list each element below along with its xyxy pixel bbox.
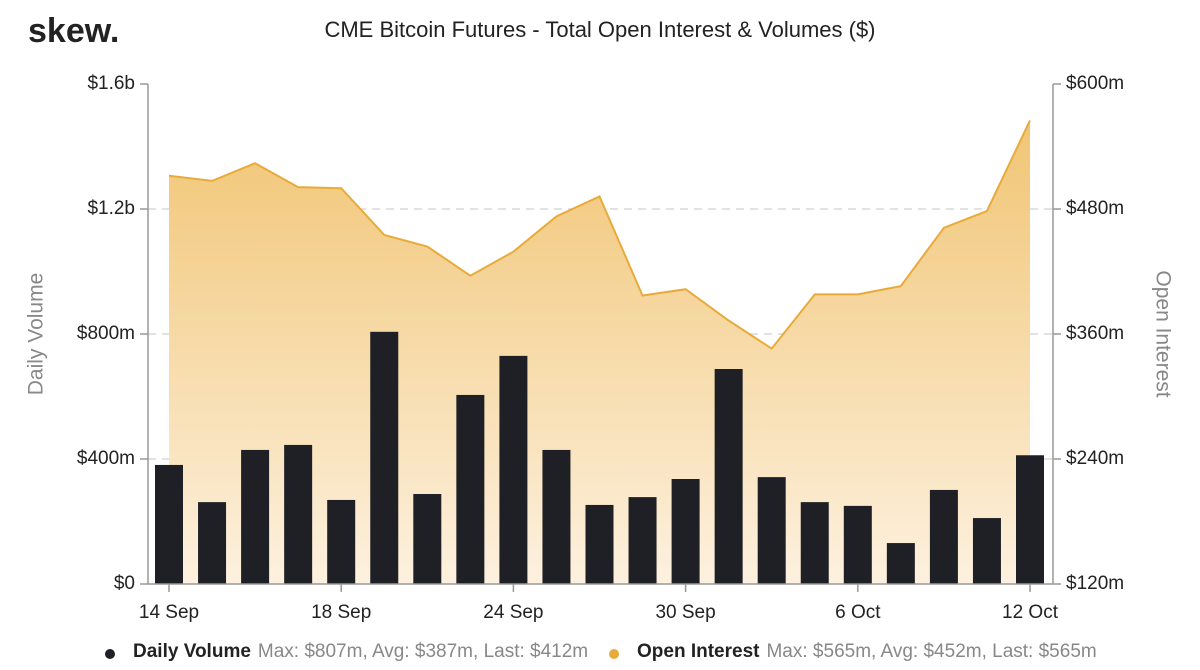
legend-label: Daily Volume <box>133 641 251 662</box>
bar <box>198 502 227 584</box>
legend-marker <box>105 649 115 659</box>
bar <box>413 494 442 584</box>
bar <box>843 505 872 584</box>
x-tick-label: 12 Oct <box>1002 602 1059 623</box>
bar <box>542 449 571 584</box>
bar <box>585 504 614 584</box>
bar <box>886 543 915 584</box>
bar <box>929 489 958 584</box>
bar <box>499 355 528 584</box>
plot: $0 $400m $800m $1.2b $1.6b $120m $240m $360m $48… <box>77 73 1124 623</box>
y-tick-label: $800m <box>77 323 135 344</box>
x-tick-label: 18 Sep <box>311 602 371 623</box>
legend-marker <box>609 649 619 659</box>
bar <box>972 518 1001 584</box>
y-tick-label: $0 <box>114 573 135 594</box>
x-tick-label: 14 Sep <box>139 602 199 623</box>
x-tick-label: 24 Sep <box>483 602 543 623</box>
y2-tick-label: $600m <box>1066 73 1124 94</box>
bar <box>757 477 786 584</box>
y-tick-label: $1.2b <box>87 198 135 219</box>
y-axis-title: Daily Volume <box>25 273 48 396</box>
y2-tick-label: $120m <box>1066 573 1124 594</box>
open-interest-line <box>168 120 1031 350</box>
bar <box>155 464 183 584</box>
bar <box>714 369 743 584</box>
legend: Daily Volume Max: $807m, Avg: $387m, Last… <box>105 641 1097 662</box>
legend-stats: Max: $807m, Avg: $387m, Last: $412m <box>258 641 588 662</box>
y2-tick-label: $480m <box>1066 198 1124 219</box>
legend-label: Open Interest <box>637 641 760 662</box>
bar <box>628 497 657 584</box>
bar <box>456 394 485 584</box>
bar <box>284 444 313 584</box>
bar <box>800 502 829 584</box>
bar <box>370 331 399 584</box>
x-tick-label: 6 Oct <box>835 602 881 623</box>
bar <box>327 499 356 584</box>
y2-tick-label: $240m <box>1066 448 1124 469</box>
bar <box>671 479 700 584</box>
y2-tick-label: $360m <box>1066 323 1124 344</box>
y-tick-label: $400m <box>77 448 135 469</box>
bar <box>241 449 270 584</box>
legend-stats: Max: $565m, Avg: $452m, Last: $565m <box>766 641 1096 662</box>
logo: skew. <box>28 12 119 50</box>
x-tick-label: 30 Sep <box>655 602 715 623</box>
bar <box>1016 455 1044 584</box>
chart-title: CME Bitcoin Futures - Total Open Interes… <box>324 17 875 42</box>
y2-axis-title: Open Interest <box>1151 270 1174 397</box>
y-tick-label: $1.6b <box>87 73 135 94</box>
